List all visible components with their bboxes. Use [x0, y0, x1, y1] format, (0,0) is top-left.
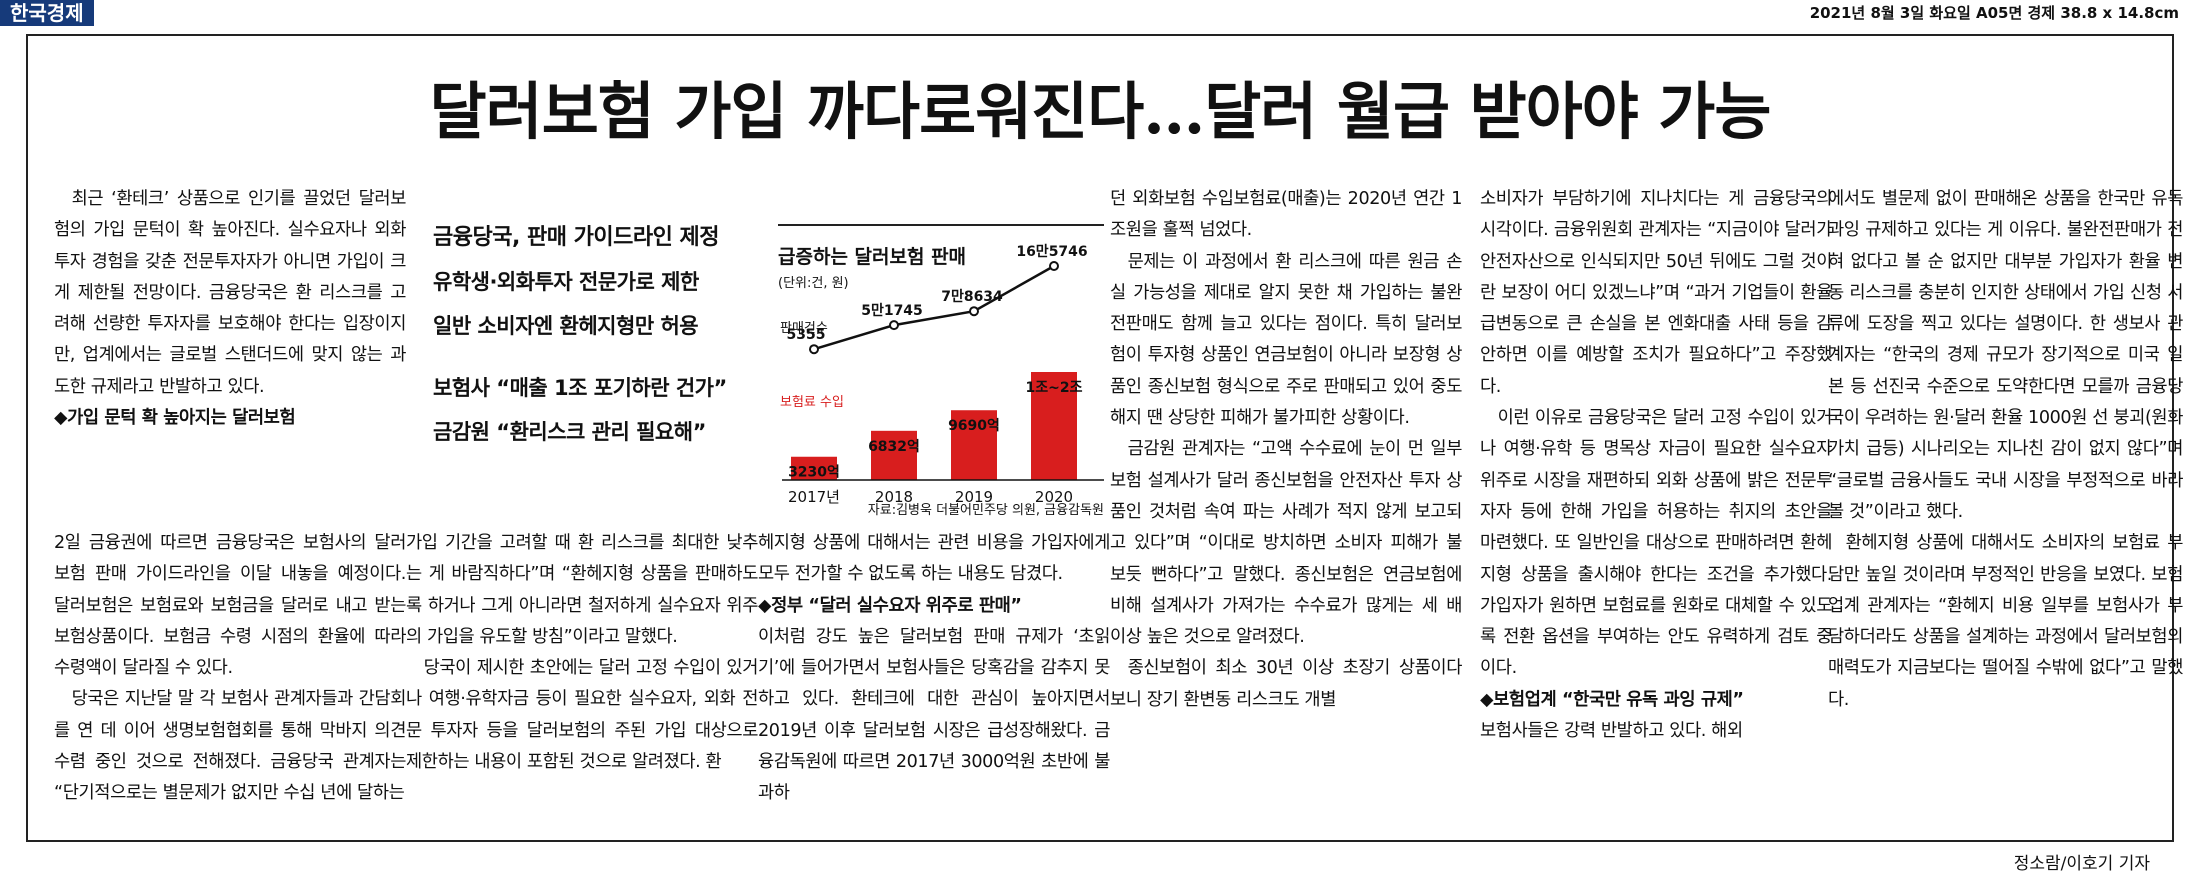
- bar-value-label: 9690억: [948, 418, 1000, 434]
- paragraph: 당국이 제시한 초안에는 달러 고정 수입이 있거나 여행·유학자금 등이 필요…: [406, 658, 758, 773]
- chart-title: 급증하는 달러보험 판매: [778, 246, 967, 268]
- bar: [791, 456, 837, 480]
- article-column-6: 소비자가 부담하기에 지나치다는 게 금융당국의 시각이다. 금융위원회 관계자…: [1480, 184, 1832, 747]
- bar-value-label: 3230억: [788, 465, 840, 481]
- masthead-logo: 한국경제: [0, 0, 94, 26]
- line-point: [969, 306, 979, 317]
- paragraph: 문제는 이 과정에서 환 리스크에 따른 원금 손실 가능성을 제대로 알지 못…: [1110, 251, 1462, 429]
- x-tick-label: 2020: [1035, 488, 1073, 506]
- line-value-label: 7만8634: [941, 289, 1003, 305]
- legend-line: 판매건수: [780, 321, 828, 336]
- line-point: [889, 320, 899, 331]
- chart-source: 자료:김병욱 더불어민주당 의원, 금융감독원: [867, 503, 1104, 518]
- subheading: ◆정부 “달러 실수요자 위주로 판매”: [758, 595, 1022, 616]
- paragraph: 헤지형 상품에 대해서는 관련 비용을 가입자에게 모두 전가할 수 없도록 하…: [758, 533, 1110, 585]
- paragraph: 환헤지형 상품에 대해서도 소비자의 보험료 부담만 높일 것이라며 부정적인 …: [1828, 533, 2183, 710]
- paragraph: 금감원 관계자는 “고액 수수료에 눈이 먼 일부 보험 설계사가 달러 종신보…: [1110, 439, 1462, 648]
- deck-line: 금감원 “환리스크 관리 필요해”: [433, 420, 706, 444]
- paragraph: 던 외화보험 수입보험료(매출)는 2020년 연간 1조원을 훌쩍 넘었다.: [1110, 189, 1462, 241]
- bar: [951, 410, 997, 480]
- article-column-3: 가입 기간을 고려할 때 환 리스크를 최대한 낮추는 게 바람직하다”며 “환…: [406, 528, 758, 778]
- dateline: 2021년 8월 3일 화요일 A05면 경제 38.8 x 14.8cm: [1809, 4, 2179, 22]
- paragraph: 2일 금융권에 따르면 금융당국은 보험사의 달러보험 판매 가이드라인을 이달…: [54, 533, 406, 679]
- deck-line: 일반 소비자엔 환헤지형만 허용: [433, 314, 699, 338]
- bar-value-label: 6832억: [868, 439, 920, 455]
- deck-line: 보험사 “매출 1조 포기하란 건가”: [433, 376, 727, 400]
- paragraph: 보험사들은 강력 반발하고 있다. 해외: [1480, 721, 1743, 742]
- bar-value-label: 1조~2조: [1026, 380, 1083, 396]
- paragraph: 소비자가 부담하기에 지나치다는 게 금융당국의 시각이다. 금융위원회 관계자…: [1480, 189, 1832, 397]
- x-tick-label: 2018: [875, 488, 913, 506]
- legend-bar: 보험료 수입: [780, 395, 844, 410]
- paragraph: 이처럼 강도 높은 달러보험 판매 규제가 ‘초읽기’에 들어가면서 보험사들은…: [758, 626, 1110, 804]
- x-tick-label: 2019: [955, 488, 993, 506]
- article-column-1: 최근 ‘환테크’ 상품으로 인기를 끌었던 달러보험의 가입 문턱이 확 높아진…: [54, 184, 406, 434]
- paragraph: 당국은 지난달 말 각 보험사 관계자들과 간담회를 연 데 이어 생명보험협회…: [54, 689, 406, 804]
- chart-unit: (단위:건, 원): [778, 276, 849, 291]
- deck-line: 금융당국, 판매 가이드라인 제정: [433, 225, 719, 250]
- article-column-4: 헤지형 상품에 대해서는 관련 비용을 가입자에게 모두 전가할 수 없도록 하…: [758, 528, 1110, 810]
- headline: 달러보험 가입 까다로워진다…달러 월급 받아야 가능: [429, 75, 1772, 148]
- sales-chart: 급증하는 달러보험 판매 (단위:건, 원) 3230억 2017년 6832억 20…: [778, 224, 1108, 520]
- chart-top-rule: [778, 224, 1104, 226]
- paragraph: 종신보험이 최소 30년 이상 초장기 상품이다 보니 장기 환변동 리스크도 …: [1110, 658, 1462, 710]
- article-frame: 달러보험 가입 까다로워진다…달러 월급 받아야 가능 최근 ‘환테크’ 상품으…: [26, 34, 2183, 874]
- deck-line: 유학생·외화투자 전문가로 제한: [433, 270, 699, 294]
- line-value-label: 5만1745: [861, 303, 923, 319]
- article-column-1-lower: 2일 금융권에 따르면 금융당국은 보험사의 달러보험 판매 가이드라인을 이달…: [54, 528, 406, 810]
- article-column-5: 던 외화보험 수입보험료(매출)는 2020년 연간 1조원을 훌쩍 넘었다. …: [1110, 184, 1462, 716]
- line-point: [1049, 261, 1059, 271]
- x-tick-label: 2017년: [788, 488, 840, 506]
- paragraph: 에서도 별문제 없이 판매해온 상품을 한국만 유독 과잉 규제하고 있다는 게…: [1828, 189, 2183, 522]
- byline: 정소람/이호기 기자: [2013, 854, 2150, 874]
- paragraph: 최근 ‘환테크’ 상품으로 인기를 끌었던 달러보험의 가입 문턱이 확 높아진…: [54, 189, 406, 397]
- line-value-label: 16만5746: [1016, 244, 1087, 260]
- paragraph: 이런 이유로 금융당국은 달러 고정 수입이 있거나 여행·유학 등 명목상 자…: [1480, 408, 1832, 679]
- chart-plot: 3230억 2017년 6832억 2018 9690억 2019 1조~2조 2020 535…: [780, 244, 1104, 506]
- paragraph: 가입 기간을 고려할 때 환 리스크를 최대한 낮추는 게 바람직하다”며 “환…: [406, 533, 758, 647]
- deck-headline: 금융당국, 판매 가이드라인 제정 유학생·외화투자 전문가로 제한 일반 소비…: [433, 216, 763, 454]
- bar: [1031, 372, 1077, 480]
- subheading: ◆가입 문턱 확 높아지는 달러보험: [54, 408, 296, 429]
- line-point: [809, 344, 819, 355]
- article-column-7: 에서도 별문제 없이 판매해온 상품을 한국만 유독 과잉 규제하고 있다는 게…: [1828, 184, 2183, 716]
- line-value-label: 5355: [787, 327, 826, 343]
- line-series: [813, 264, 1055, 351]
- subheading: ◆보험업계 “한국만 유독 과잉 규제”: [1480, 689, 1744, 710]
- bar: [871, 430, 917, 480]
